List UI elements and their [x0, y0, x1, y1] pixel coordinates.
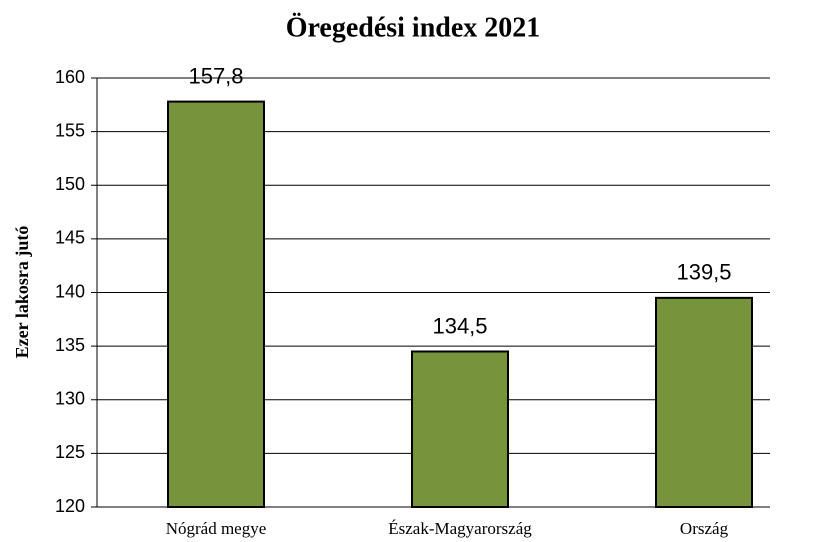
- y-tick-label: 145: [55, 228, 85, 248]
- x-tick-label: Nógrád megye: [166, 519, 267, 538]
- y-tick-label: 130: [55, 389, 85, 409]
- x-tick-label: Észak-Magyarország: [388, 519, 532, 538]
- y-tick-label: 125: [55, 442, 85, 462]
- y-tick-label: 160: [55, 67, 85, 87]
- y-axis-label: Ezer lakosra jutó: [12, 226, 32, 359]
- chart-title: Öregedési index 2021: [286, 12, 541, 43]
- value-label: 134,5: [432, 313, 487, 338]
- bar: [167, 100, 265, 508]
- y-tick-label: 135: [55, 335, 85, 355]
- x-tick-label: Ország: [680, 519, 729, 538]
- y-tick-label: 140: [55, 281, 85, 301]
- y-tick-label: 155: [55, 120, 85, 140]
- bar: [655, 296, 753, 508]
- y-tick-label: 150: [55, 174, 85, 194]
- y-tick-label: 120: [55, 496, 85, 516]
- value-label: 139,5: [676, 260, 731, 285]
- value-label: 157,8: [188, 63, 243, 88]
- bar: [411, 350, 509, 508]
